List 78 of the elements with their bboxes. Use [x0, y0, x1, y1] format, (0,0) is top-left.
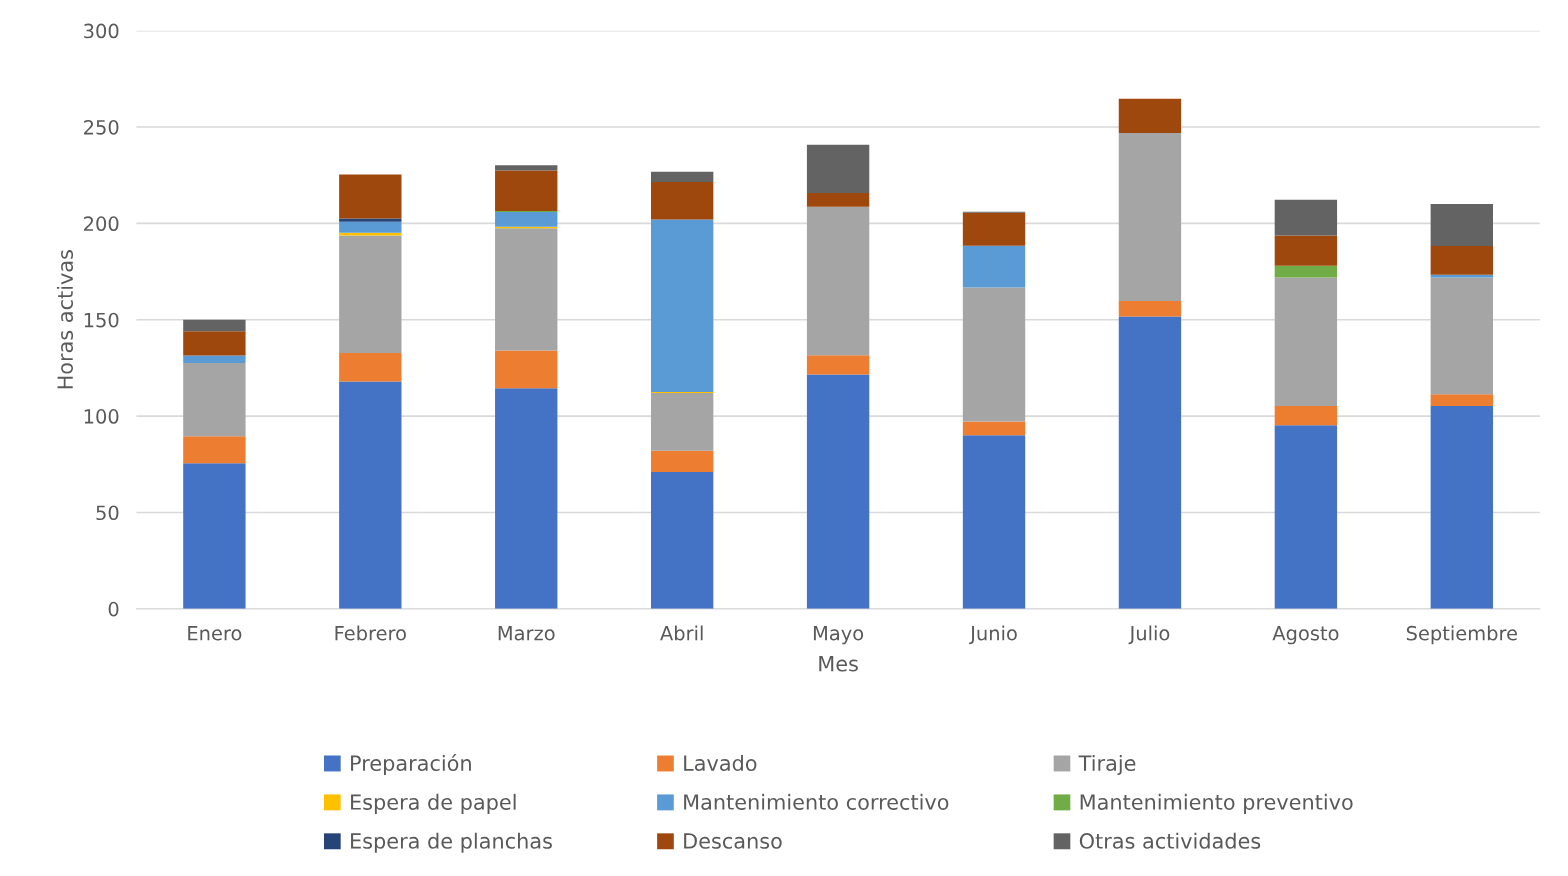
legend-label: Tiraje	[1078, 754, 1136, 776]
legend-label: Mantenimiento preventivo	[1080, 793, 1353, 814]
bar	[650, 471, 714, 609]
bar	[806, 144, 870, 193]
bar	[495, 165, 558, 171]
bar	[1118, 301, 1182, 317]
bar	[962, 212, 1026, 246]
bar	[339, 174, 402, 219]
legend-label: Espera de papel	[351, 793, 516, 814]
bar	[495, 170, 558, 212]
x-tick-label: Abril	[660, 625, 703, 641]
bar	[962, 421, 1026, 436]
bar	[1118, 316, 1182, 609]
y-tick-label: 100	[84, 409, 119, 424]
bar	[806, 374, 870, 609]
bar	[339, 235, 402, 354]
bar	[1274, 277, 1338, 407]
bar	[1274, 265, 1338, 278]
bar	[1430, 406, 1493, 609]
bar	[183, 355, 246, 364]
x-tick-label: Agosto	[1272, 626, 1339, 645]
bar	[183, 331, 246, 356]
bar	[1430, 204, 1493, 247]
bar	[1430, 394, 1493, 407]
bar	[962, 435, 1026, 609]
bar	[1274, 235, 1338, 266]
x-tick-label: Septiembre	[1406, 625, 1517, 645]
legend-label: Lavado	[684, 754, 757, 772]
bar	[806, 192, 870, 207]
bar	[650, 392, 714, 451]
x-tick-label: Mayo	[813, 626, 864, 645]
bar	[650, 450, 714, 472]
y-tick-label: 50	[96, 505, 119, 521]
bar	[495, 388, 558, 609]
bar	[1430, 277, 1493, 395]
bar	[650, 181, 714, 220]
bar	[183, 436, 246, 464]
bar	[650, 219, 714, 393]
bar	[339, 381, 402, 609]
y-axis-title: Horas activas	[56, 250, 74, 389]
bar	[339, 221, 402, 233]
bar	[495, 212, 558, 227]
y-tick-label: 200	[84, 216, 119, 232]
legend-label: Preparación	[351, 754, 471, 776]
legend-label: Espera de planchas	[351, 832, 552, 853]
bar	[1118, 132, 1182, 302]
bar	[806, 206, 870, 356]
legend-label: Otras actividades	[1079, 832, 1261, 849]
y-tick-label: 150	[84, 312, 119, 328]
bar	[650, 171, 714, 182]
bar	[1274, 425, 1338, 609]
x-tick-label: Junio	[969, 625, 1017, 645]
x-tick-label: Febrero	[335, 625, 406, 641]
bar	[495, 350, 558, 389]
bar	[806, 355, 870, 375]
y-tick-label: 250	[84, 119, 119, 135]
y-tick-label: 0	[108, 601, 119, 617]
bar	[183, 363, 246, 437]
bar	[1274, 199, 1338, 236]
x-axis-title: Mes	[819, 656, 858, 672]
bar	[1430, 246, 1493, 275]
bar	[962, 287, 1026, 422]
y-tick-label: 300	[84, 23, 119, 39]
bar	[1430, 274, 1493, 278]
bar	[339, 232, 402, 236]
bar	[962, 245, 1026, 288]
bar	[1274, 406, 1338, 426]
x-tick-label: Julio	[1128, 625, 1170, 645]
bar	[1118, 98, 1182, 133]
x-tick-label: Marzo	[498, 626, 555, 641]
legend-label: Mantenimiento correctivo	[684, 793, 949, 810]
legend-label: Descanso	[684, 833, 782, 849]
bar	[495, 228, 558, 351]
bar	[183, 319, 246, 332]
x-tick-label: Enero	[188, 626, 242, 641]
bar	[339, 218, 402, 222]
bar	[183, 463, 246, 609]
bar	[339, 353, 402, 382]
